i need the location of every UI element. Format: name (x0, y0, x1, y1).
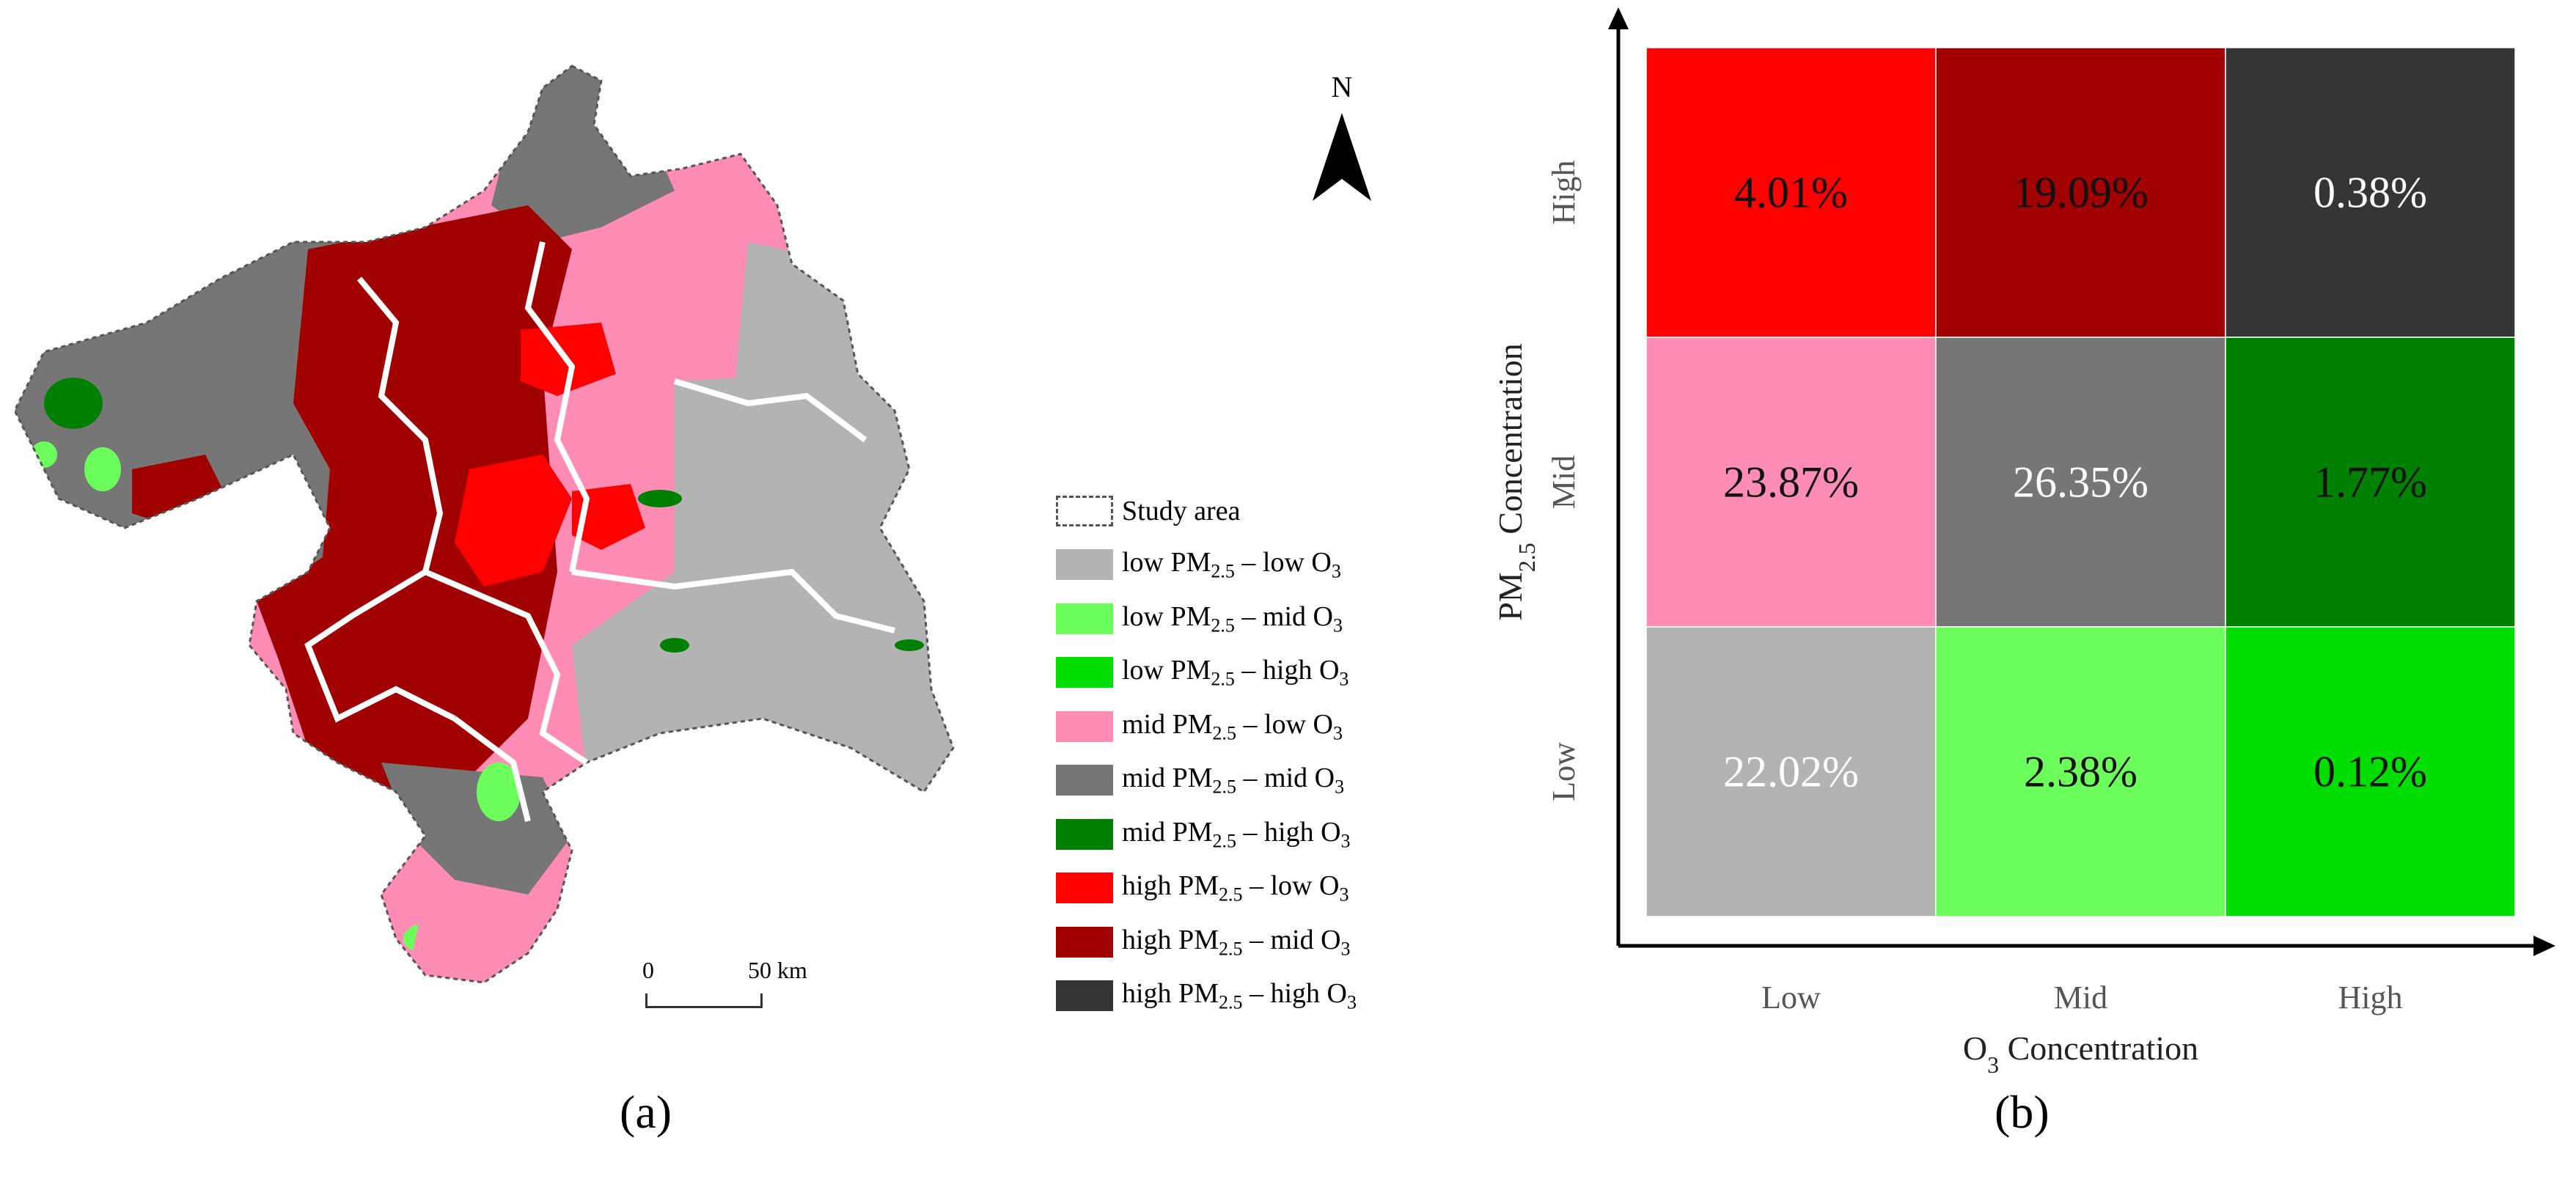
panel-a-caption: (a) (620, 1086, 672, 1138)
matrix-cell (1645, 47, 1937, 338)
map-legend: Study area low PM2.5 – low O3 low PM2.5 – … (1056, 484, 1357, 1023)
legend-swatch (1056, 926, 1113, 958)
legend-item: low PM2.5 – low O3 (1056, 538, 1357, 592)
bivariate-matrix-chart: 4.01% 19.09% 0.38% 23.87% 26.35% 1.77% 22.02% 2… (1491, 7, 2555, 1078)
matrix-panel: 4.01% 19.09% 0.38% 23.87% 26.35% 1.77% 22.02% 2… (1467, 0, 2576, 1179)
legend-label: high PM2.5 – mid O3 (1122, 924, 1351, 960)
scale-bar-line (645, 993, 763, 1008)
legend-item: high PM2.5 – low O3 (1056, 862, 1357, 916)
cell-value-label: 19.09% (2013, 169, 2148, 217)
y-axis-arrow (1608, 7, 1629, 29)
legend-item: high PM2.5 – high O3 (1056, 969, 1357, 1024)
legend-swatch (1056, 495, 1113, 526)
x-axis-title: O3 Concentration (1963, 1029, 2198, 1078)
legend-item: high PM2.5 – mid O3 (1056, 915, 1357, 969)
legend-swatch (1056, 710, 1113, 742)
legend-label: mid PM2.5 – mid O3 (1122, 763, 1345, 798)
y-tick-label: Low (1546, 742, 1582, 801)
scale-bar: 0 50 km (638, 957, 807, 1015)
matrix-cell (2225, 626, 2516, 917)
x-tick-label: High (2338, 980, 2403, 1015)
matrix-cell (1935, 47, 2226, 338)
cell-value-label: 0.12% (2313, 748, 2427, 796)
cell-value-label: 4.01% (1734, 169, 1848, 217)
y-axis-title: PM2.5 Concentration (1491, 343, 1540, 621)
cell-value-label: 23.87% (1723, 458, 1859, 507)
x-tick-label: Mid (2054, 980, 2107, 1015)
legend-label: mid PM2.5 – high O3 (1122, 816, 1351, 852)
legend-label: low PM2.5 – low O3 (1122, 547, 1341, 583)
y-tick-label: Mid (1546, 455, 1582, 509)
cell-value-label: 22.02% (1723, 748, 1859, 796)
study-area-map (15, 65, 955, 984)
x-tick-label: Low (1761, 980, 1821, 1015)
matrix-cell (2225, 47, 2516, 338)
map-panel: N 0 50 km Study area low PM2.5 – low O3 lo… (15, 65, 1382, 1138)
matrix-cell (1645, 626, 1937, 917)
cell-value-label: 2.38% (2024, 748, 2138, 796)
legend-item: mid PM2.5 – high O3 (1056, 807, 1357, 862)
legend-label: low PM2.5 – high O3 (1122, 655, 1349, 691)
panel-b-caption: (b) (1995, 1086, 2050, 1138)
legend-item: Study area (1056, 484, 1357, 538)
legend-item: low PM2.5 – high O3 (1056, 646, 1357, 700)
study-area-boundary (15, 65, 955, 984)
legend-swatch (1056, 657, 1113, 688)
north-arrow: N (1302, 70, 1382, 205)
legend-label: high PM2.5 – high O3 (1122, 978, 1357, 1014)
cell-value-label: 26.35% (2013, 458, 2148, 507)
legend-label: Study area (1122, 495, 1241, 526)
matrix-cell (1935, 626, 2226, 917)
legend-label: high PM2.5 – low O3 (1122, 870, 1349, 906)
cell-value-label: 1.77% (2313, 458, 2427, 507)
cell-value-label: 0.38% (2313, 169, 2427, 217)
legend-label: low PM2.5 – mid O3 (1122, 600, 1343, 636)
y-tick-label: High (1546, 161, 1582, 225)
north-arrow-icon (1313, 113, 1371, 201)
legend-item: mid PM2.5 – mid O3 (1056, 754, 1357, 808)
north-label: N (1331, 70, 1353, 103)
legend-item: low PM2.5 – mid O3 (1056, 592, 1357, 646)
legend-item: mid PM2.5 – low O3 (1056, 699, 1357, 754)
matrix-cell (1645, 337, 1937, 628)
legend-swatch (1056, 980, 1113, 1012)
district-boundaries (304, 241, 895, 822)
legend-swatch (1056, 818, 1113, 850)
x-axis-arrow (2533, 936, 2555, 956)
scale-end-label: 50 km (748, 957, 807, 983)
scale-start-label: 0 (642, 957, 654, 983)
matrix-cell (2225, 337, 2516, 628)
legend-swatch (1056, 765, 1113, 796)
legend-swatch (1056, 603, 1113, 634)
legend-swatch (1056, 549, 1113, 581)
legend-swatch (1056, 873, 1113, 904)
legend-label: mid PM2.5 – low O3 (1122, 708, 1343, 744)
